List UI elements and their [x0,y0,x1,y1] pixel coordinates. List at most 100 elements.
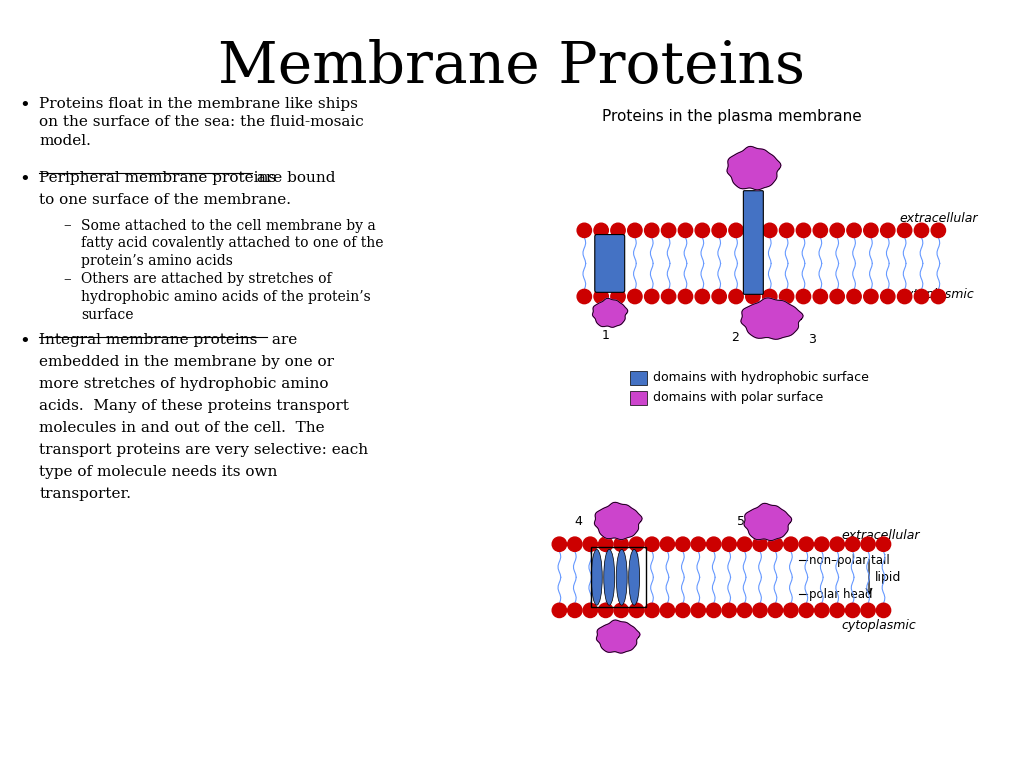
Circle shape [598,603,612,617]
Circle shape [644,223,658,237]
Text: polar head: polar head [809,588,872,601]
Circle shape [567,537,582,551]
Text: Peripheral membrane proteins: Peripheral membrane proteins [39,170,276,185]
Polygon shape [593,298,628,327]
Circle shape [712,223,726,237]
Circle shape [583,537,597,551]
Circle shape [768,537,782,551]
Text: 1: 1 [602,329,609,343]
Circle shape [578,290,592,303]
Circle shape [847,290,861,303]
Circle shape [598,537,612,551]
Circle shape [567,603,582,617]
Text: extracellular: extracellular [899,212,978,224]
Text: 4: 4 [574,515,583,528]
Circle shape [914,223,929,237]
Circle shape [628,223,642,237]
Circle shape [678,290,692,303]
Circle shape [614,537,629,551]
Circle shape [897,290,911,303]
Circle shape [745,290,760,303]
Circle shape [877,603,891,617]
Circle shape [813,290,827,303]
Text: to one surface of the membrane.: to one surface of the membrane. [39,193,291,207]
Circle shape [552,603,566,617]
Circle shape [830,290,845,303]
FancyBboxPatch shape [743,190,763,294]
Circle shape [830,603,845,617]
Circle shape [594,290,608,303]
Text: Proteins float in the membrane like ships
on the surface of the sea: the fluid-m: Proteins float in the membrane like ship… [39,97,365,148]
Circle shape [722,537,736,551]
Circle shape [630,537,644,551]
Circle shape [783,537,798,551]
Circle shape [676,603,690,617]
Circle shape [691,603,706,617]
Text: 5: 5 [737,515,745,528]
Circle shape [737,603,752,617]
Circle shape [594,223,608,237]
Text: Integral membrane proteins: Integral membrane proteins [39,333,258,347]
Circle shape [897,223,911,237]
Circle shape [611,223,626,237]
Ellipse shape [629,549,640,605]
Circle shape [763,223,777,237]
Text: are: are [266,333,297,347]
Circle shape [614,603,629,617]
Text: cytoplasmic: cytoplasmic [841,619,915,632]
Polygon shape [595,502,642,540]
Circle shape [695,223,710,237]
Circle shape [660,537,675,551]
Ellipse shape [604,549,614,605]
Circle shape [676,537,690,551]
Circle shape [931,223,945,237]
Ellipse shape [616,549,627,605]
Circle shape [768,603,782,617]
Polygon shape [741,298,803,339]
Circle shape [630,603,644,617]
Circle shape [552,537,566,551]
Circle shape [712,290,726,303]
Circle shape [583,603,597,617]
Circle shape [678,223,692,237]
Circle shape [645,603,659,617]
Circle shape [707,537,721,551]
Circle shape [729,290,743,303]
Circle shape [662,223,676,237]
Circle shape [611,290,626,303]
Circle shape [881,290,895,303]
Text: lipid: lipid [876,571,901,584]
Text: type of molecule needs its own: type of molecule needs its own [39,465,278,478]
Text: 2: 2 [731,331,739,344]
Circle shape [783,603,798,617]
Circle shape [628,290,642,303]
Circle shape [578,223,592,237]
Polygon shape [596,620,640,653]
Circle shape [863,290,879,303]
Circle shape [797,223,811,237]
Text: acids.  Many of these proteins transport: acids. Many of these proteins transport [39,399,349,413]
Circle shape [846,603,860,617]
Bar [630,371,646,385]
Circle shape [763,290,777,303]
Polygon shape [727,147,781,190]
Circle shape [830,223,845,237]
Circle shape [779,223,794,237]
Circle shape [644,290,658,303]
Text: extracellular: extracellular [841,529,920,542]
Circle shape [753,537,767,551]
Circle shape [662,290,676,303]
Circle shape [737,537,752,551]
Circle shape [722,603,736,617]
Circle shape [931,290,945,303]
Circle shape [814,603,829,617]
Text: –: – [63,273,71,286]
Bar [591,548,646,607]
Circle shape [914,290,929,303]
Circle shape [881,223,895,237]
Circle shape [846,537,860,551]
Text: domains with hydrophobic surface: domains with hydrophobic surface [652,371,868,384]
Circle shape [729,223,743,237]
Text: are bound: are bound [252,170,335,185]
Circle shape [797,290,811,303]
